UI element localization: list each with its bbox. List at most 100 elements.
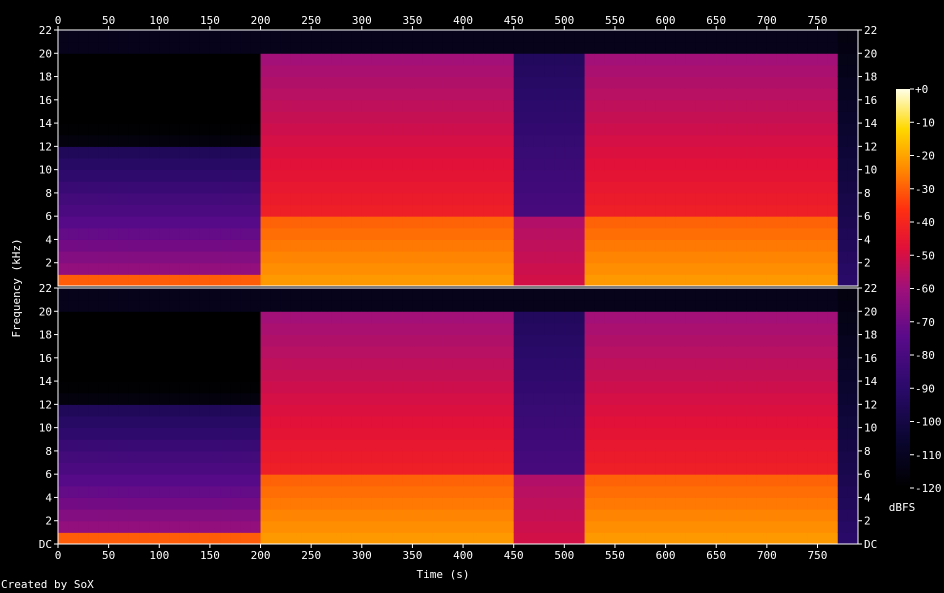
spectrogram-cell (361, 216, 373, 229)
spectrogram-cell (533, 404, 545, 417)
spectrogram-cell (149, 485, 160, 498)
spectrogram-cell (58, 88, 69, 101)
spectrogram-cell (625, 41, 636, 54)
spectrogram-cell (726, 192, 737, 206)
spectrogram-cell (503, 369, 515, 382)
spectrogram-cell (847, 111, 859, 124)
spectrogram-cell (665, 64, 677, 78)
spectrogram-cell (88, 134, 100, 147)
spectrogram-cell (209, 158, 221, 171)
spectrogram-cell (827, 439, 839, 452)
spectrogram-cell (392, 311, 403, 324)
spectrogram-cell (442, 369, 454, 382)
spectrogram-cell (554, 239, 565, 252)
spectrogram-cell (685, 227, 697, 240)
spectrogram-cell (837, 299, 849, 312)
spectrogram-cell (98, 462, 110, 475)
spectrogram-cell (614, 158, 626, 171)
spectrogram-cell (635, 134, 646, 147)
spectrogram-cell (614, 239, 626, 252)
spectrogram-cell (280, 64, 292, 78)
spectrogram-cell (189, 381, 201, 394)
spectrogram-cell (139, 474, 150, 487)
spectrogram-cell (665, 123, 677, 136)
spectrogram-cell (128, 427, 140, 440)
spectrogram-cell (695, 169, 707, 182)
spectrogram-cell (625, 416, 636, 429)
spectrogram-cell (108, 392, 120, 405)
spectrogram-cell (827, 111, 839, 124)
spectrogram-cell (321, 288, 332, 301)
spectrogram-cell (209, 311, 221, 324)
spectrogram-cell (837, 192, 849, 206)
spectrogram-cell (68, 322, 79, 336)
spectrogram-cell (321, 509, 332, 522)
spectrogram-cell (149, 532, 160, 545)
spectrogram-cell (260, 485, 272, 498)
spectrogram-cell (149, 204, 160, 217)
spectrogram-cell (412, 53, 424, 66)
spectrogram-cell (665, 288, 677, 301)
spectrogram-cell (645, 158, 656, 171)
spectrogram-cell (260, 146, 272, 159)
spectrogram-cell (442, 346, 454, 359)
spectrogram-cell (382, 322, 393, 336)
spectrogram-cell (533, 169, 545, 182)
spectrogram-cell (392, 192, 403, 206)
spectrogram-cell (290, 427, 302, 440)
spectrogram-cell (766, 239, 778, 252)
spectrogram-cell (807, 334, 818, 347)
spectrogram-cell (58, 404, 69, 417)
spectrogram-cell (513, 322, 525, 336)
spectrogram-cell (290, 532, 302, 545)
spectrogram-cell (544, 99, 555, 112)
spectrogram-cell (847, 357, 859, 370)
spectrogram-cell (685, 64, 697, 78)
spectrogram-cell (463, 404, 474, 417)
spectrogram-cell (290, 99, 302, 112)
spectrogram-cell (98, 381, 110, 394)
spectrogram-cell (706, 299, 717, 312)
spectrogram-cell (695, 239, 707, 252)
spectrogram-cell (371, 532, 383, 545)
x-tick-label: 700 (757, 549, 777, 562)
spectrogram-cell (614, 262, 626, 275)
spectrogram-cell (695, 41, 707, 54)
spectrogram-cell (301, 369, 312, 382)
spectrogram-cell (78, 381, 89, 394)
spectrogram-cell (371, 239, 383, 252)
spectrogram-cell (716, 485, 727, 498)
spectrogram-cell (98, 99, 110, 112)
spectrogram-cell (139, 76, 150, 89)
spectrogram-cell (382, 192, 393, 206)
spectrogram-cell (128, 509, 140, 522)
spectrogram-cell (422, 64, 434, 78)
spectrogram-cell (787, 427, 798, 440)
spectrogram-cell (776, 227, 788, 240)
spectrogram-cell (250, 299, 262, 312)
spectrogram-cell (614, 134, 626, 147)
spectrogram-cell (837, 485, 849, 498)
spectrogram-cell (290, 146, 302, 159)
spectrogram-cell (726, 41, 737, 54)
spectrogram-cell (625, 251, 636, 264)
spectrogram-cell (635, 41, 646, 54)
spectrogram-cell (402, 357, 413, 370)
spectrogram-cell (564, 404, 575, 417)
spectrogram-cell (230, 99, 241, 112)
spectrogram-cell (695, 274, 707, 287)
spectrogram-cell (503, 299, 515, 312)
spectrogram-cell (351, 357, 363, 370)
spectrogram-cell (301, 532, 312, 545)
spectrogram-cell (371, 274, 383, 287)
spectrogram-cell (118, 416, 130, 429)
spectrogram-cell (412, 497, 424, 510)
spectrogram-cell (382, 111, 393, 124)
spectrogram-cell (422, 30, 434, 43)
spectrogram-cell (584, 134, 596, 147)
spectrogram-cell (412, 251, 424, 264)
spectrogram-cell (463, 357, 474, 370)
spectrogram-cell (706, 239, 717, 252)
spectrogram-cell (635, 288, 646, 301)
spectrogram-cell (594, 532, 606, 545)
